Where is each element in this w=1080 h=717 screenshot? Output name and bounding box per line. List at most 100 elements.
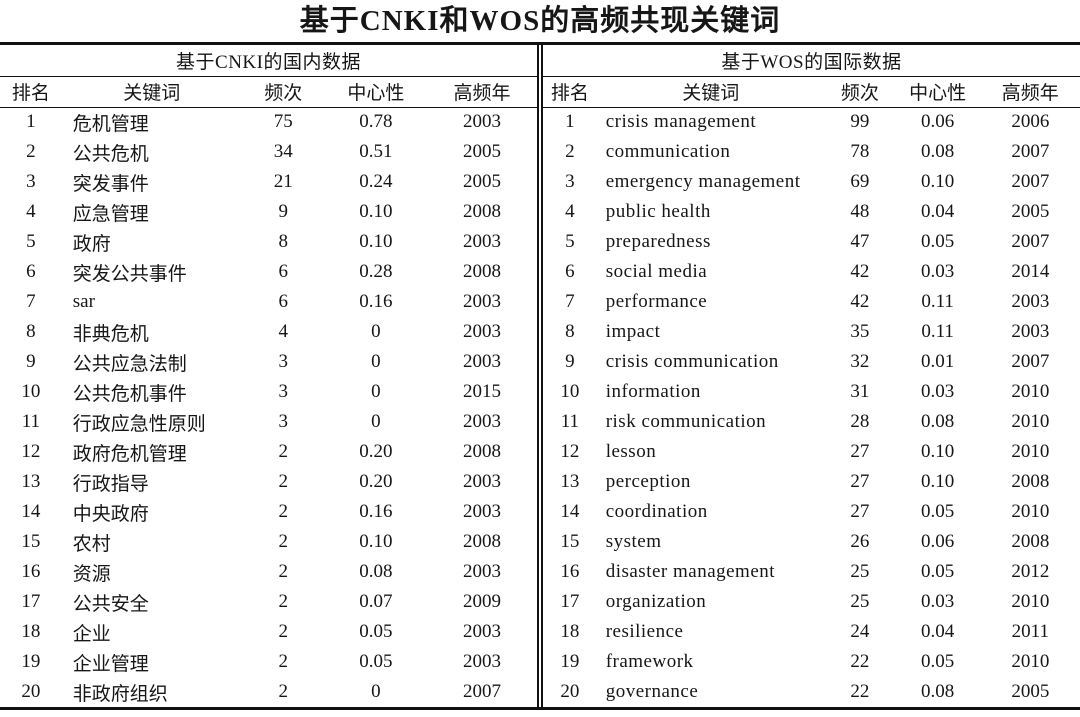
frequency-cell: 3	[278, 381, 289, 402]
keyword-cell: sar	[72, 291, 95, 312]
frequency-cell: 3	[278, 411, 289, 432]
centrality-cell: 0.05	[921, 231, 955, 252]
cnki-panel: 基于CNKI的国内数据 排名 关键词 频次 中心性 高频年 1 危机管理 75 0.7…	[0, 45, 537, 707]
frequency-cell: 2	[278, 621, 289, 642]
wos-group-header: 基于WOS的国际数据	[543, 45, 1080, 77]
rank-cell: 20	[21, 681, 41, 702]
keyword-cell: governance	[605, 681, 699, 702]
year-cell: 2007	[462, 681, 501, 702]
table-row: 7 sar 6 0.16 2003	[0, 287, 537, 317]
keyword-cell: public health	[605, 201, 711, 222]
centrality-cell: 0.03	[921, 591, 955, 612]
centrality-cell: 0.01	[921, 351, 955, 372]
table-row: 4 public health 48 0.04 2005	[543, 197, 1080, 227]
table-row: 10 information 31 0.03 2010	[543, 377, 1080, 407]
frequency-cell: 34	[273, 141, 293, 162]
year-cell: 2005	[1011, 201, 1050, 222]
frequency-cell: 99	[850, 111, 870, 133]
table-row: 4 应急管理 9 0.10 2008	[0, 197, 537, 227]
centrality-cell: 0	[371, 381, 381, 402]
year-cell: 2010	[1011, 381, 1050, 402]
rank-cell: 10	[21, 381, 41, 402]
wos-year-column-header: 高频年	[980, 76, 1080, 108]
table-row: 8 非典危机 4 0 2003	[0, 317, 537, 347]
table-row: 15 system 26 0.06 2008	[543, 527, 1080, 557]
wos-column-header-row: 排名 关键词 频次 中心性 高频年	[543, 76, 1080, 108]
rank-cell: 12	[21, 441, 41, 462]
table-row: 1 危机管理 75 0.78 2003	[0, 107, 537, 137]
frequency-cell: 8	[278, 231, 289, 252]
keyword-cell: disaster management	[605, 561, 776, 582]
year-cell: 2003	[462, 111, 501, 133]
keyword-cell: 非政府组织	[72, 683, 168, 705]
table-row: 16 disaster management 25 0.05 2012	[543, 557, 1080, 587]
frequency-cell: 2	[278, 591, 289, 612]
keyword-cell: preparedness	[605, 231, 711, 252]
centrality-cell: 0.05	[921, 501, 955, 522]
centrality-cell: 0.78	[359, 111, 393, 133]
cnki-group-header-row: 基于CNKI的国内数据	[0, 45, 537, 77]
cnki-table-body: 1 危机管理 75 0.78 2003 2 公共危机 34 0.51 2005 3 突发事件 21 0.2…	[0, 107, 537, 707]
wos-keyword-column-header: 关键词	[596, 76, 825, 108]
rank-cell: 17	[21, 591, 41, 612]
keyword-cell: perception	[605, 471, 691, 492]
table-row: 14 coordination 27 0.05 2010	[543, 497, 1080, 527]
frequency-cell: 9	[278, 201, 289, 222]
keyword-cell: performance	[605, 291, 708, 312]
rank-cell: 3	[565, 171, 575, 192]
centrality-cell: 0.04	[921, 201, 955, 222]
year-cell: 2003	[462, 321, 501, 342]
frequency-cell: 21	[273, 171, 293, 192]
rank-cell: 14	[560, 501, 580, 522]
frequency-cell: 31	[850, 381, 870, 402]
centrality-cell: 0.05	[921, 651, 955, 672]
keyword-cell: 行政指导	[72, 473, 149, 495]
frequency-cell: 22	[850, 681, 870, 702]
keyword-cell: 突发事件	[72, 173, 149, 195]
year-cell: 2010	[1011, 411, 1050, 432]
keyword-cell: 公共应急法制	[72, 353, 187, 375]
keyword-cell: 中央政府	[72, 503, 149, 525]
year-cell: 2003	[462, 471, 501, 492]
table-row: 2 公共危机 34 0.51 2005	[0, 137, 537, 167]
year-cell: 2005	[462, 171, 501, 192]
rank-cell: 11	[21, 411, 41, 432]
keywords-table: 基于CNKI的国内数据 排名 关键词 频次 中心性 高频年 1 危机管理 75 0.7…	[0, 42, 1080, 710]
rank-cell: 17	[560, 591, 580, 612]
frequency-cell: 48	[850, 201, 870, 222]
rank-cell: 8	[26, 321, 36, 342]
rank-cell: 8	[565, 321, 575, 342]
centrality-cell: 0.10	[359, 531, 393, 552]
rank-cell: 1	[565, 111, 575, 133]
keyword-cell: crisis management	[605, 111, 757, 133]
table-row: 3 emergency management 69 0.10 2007	[543, 167, 1080, 197]
cnki-centrality-column-header: 中心性	[324, 76, 427, 108]
table-row: 6 突发公共事件 6 0.28 2008	[0, 257, 537, 287]
keyword-cell: risk communication	[605, 411, 767, 432]
table-row: 3 突发事件 21 0.24 2005	[0, 167, 537, 197]
rank-cell: 3	[26, 171, 36, 192]
year-cell: 2005	[1011, 681, 1050, 702]
cnki-group-header: 基于CNKI的国内数据	[0, 45, 537, 77]
centrality-cell: 0.16	[359, 291, 393, 312]
frequency-cell: 2	[278, 501, 289, 522]
frequency-cell: 27	[850, 441, 870, 462]
rank-cell: 13	[21, 471, 41, 492]
centrality-cell: 0	[371, 411, 381, 432]
table-row: 9 crisis communication 32 0.01 2007	[543, 347, 1080, 377]
table-row: 13 行政指导 2 0.20 2003	[0, 467, 537, 497]
keyword-cell: social media	[605, 261, 708, 282]
rank-cell: 7	[26, 291, 36, 312]
wos-panel: 基于WOS的国际数据 排名 关键词 频次 中心性 高频年 1 crisis man…	[543, 45, 1080, 707]
table-row: 6 social media 42 0.03 2014	[543, 257, 1080, 287]
wos-group-header-row: 基于WOS的国际数据	[543, 45, 1080, 77]
centrality-cell: 0.08	[921, 411, 955, 432]
rank-cell: 7	[565, 291, 575, 312]
cnki-keyword-column-header: 关键词	[61, 76, 242, 108]
rank-cell: 18	[560, 621, 580, 642]
keyword-cell: 应急管理	[72, 203, 149, 225]
frequency-cell: 2	[278, 681, 289, 702]
keyword-cell: 突发公共事件	[72, 263, 187, 285]
keyword-cell: impact	[605, 321, 661, 342]
table-row: 15 农村 2 0.10 2008	[0, 527, 537, 557]
